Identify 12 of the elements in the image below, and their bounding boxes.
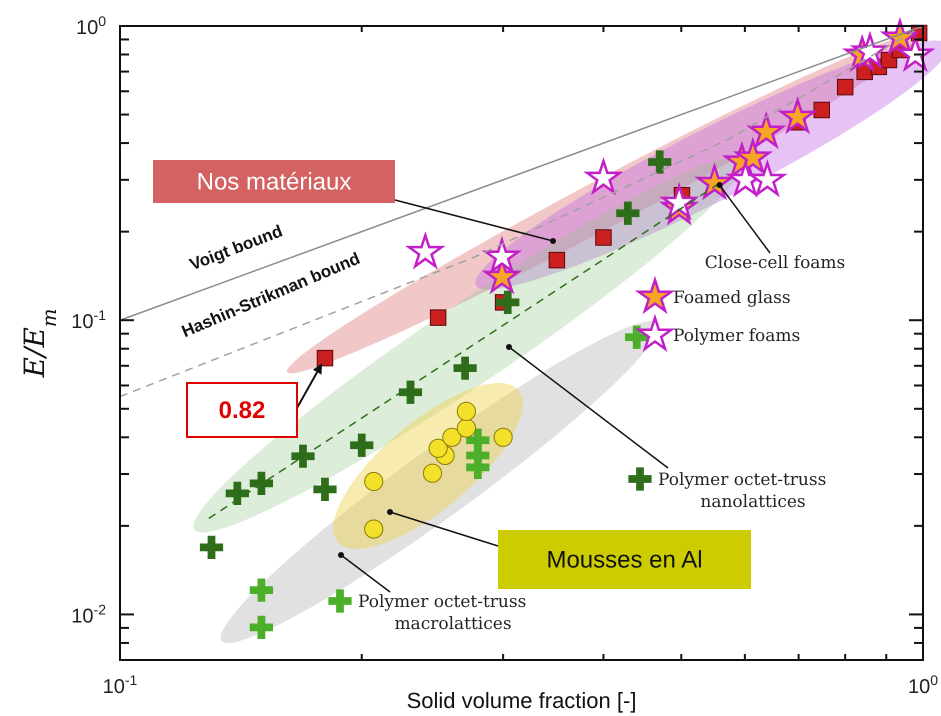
y-tick-label: 10$^{0}$ <box>76 13 106 39</box>
y-tick-label: 10$^{-1}$ <box>71 307 106 334</box>
legend-label: Foamed glass <box>673 288 791 308</box>
annotation: Nos matériaux <box>196 168 352 196</box>
annotation: Mousses en Al <box>546 546 703 574</box>
annotation: 0.82 <box>218 397 266 424</box>
x-axis-title: Solid volume fraction [-] <box>406 688 636 713</box>
legend-label: Polymer foams <box>673 326 800 346</box>
legend-label: Polymer octet-truss nanolattices <box>658 470 826 512</box>
legend-label: Polymer octet-truss macrolattices <box>358 592 526 634</box>
annotation: Close-cell foams <box>704 253 846 273</box>
y-tick-label: 10$^{-2}$ <box>71 601 106 628</box>
